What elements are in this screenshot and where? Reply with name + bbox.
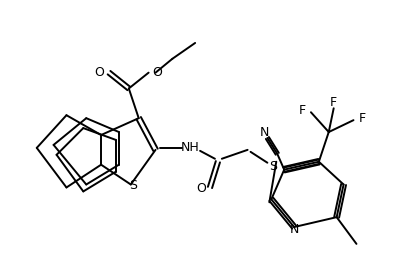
Text: S: S	[269, 160, 277, 173]
Text: F: F	[330, 96, 337, 109]
Text: NH: NH	[181, 141, 200, 154]
Text: F: F	[299, 104, 306, 117]
Text: O: O	[196, 182, 206, 195]
Text: O: O	[94, 66, 104, 79]
Text: S: S	[129, 179, 137, 192]
Text: F: F	[359, 112, 366, 125]
Text: N: N	[260, 125, 269, 138]
Text: N: N	[289, 222, 299, 235]
Text: O: O	[153, 66, 162, 79]
